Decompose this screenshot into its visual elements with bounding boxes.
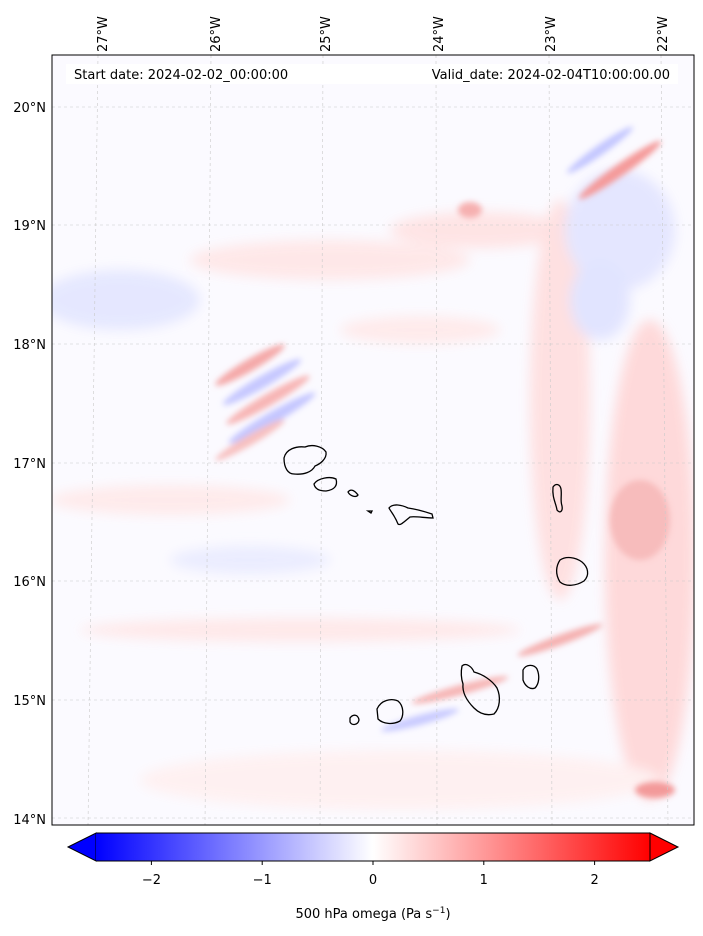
colorbar-extend-min [66, 832, 97, 862]
lat-tick-label: 14°N [13, 813, 46, 828]
lat-tick-label: 16°N [13, 575, 46, 590]
colorbar-tick-label: 0 [369, 873, 377, 888]
colorbar-extend-max [649, 832, 680, 862]
map-background [52, 55, 694, 825]
valid-date-label: Valid_date: 2024-02-04T10:00:00.00 [432, 68, 670, 83]
colorbar-tick-label: 1 [480, 873, 488, 888]
island-raso [365, 510, 374, 514]
island-santiago [460, 663, 501, 716]
lat-tick-label: 18°N [13, 338, 46, 353]
lon-tick-labels: 27°W 26°W 25°W 24°W 23°W 22°W [96, 16, 671, 52]
island-sao-nicolau [388, 504, 434, 526]
header-box [66, 64, 678, 84]
lat-tick-label: 20°N [13, 101, 46, 116]
lon-tick-label: 22°W [656, 16, 671, 52]
start-date-label: Start date: 2024-02-02_00:00:00 [74, 68, 288, 83]
colorbar-tick-label: −1 [253, 873, 272, 888]
colorbar-ticks: −2 −1 0 1 2 [142, 861, 599, 888]
island-santo-antao [283, 445, 327, 475]
lon-tick-label: 25°W [319, 16, 334, 52]
omega-field [52, 126, 694, 810]
colorbar: −2 −1 0 1 2 500 hPa omega (Pa s−1) [66, 832, 680, 922]
island-fogo [376, 699, 404, 725]
lat-tick-label: 17°N [13, 457, 46, 472]
map-frame [51, 54, 695, 826]
colorbar-label-close: ) [445, 907, 450, 922]
colorbar-gradient [96, 833, 650, 861]
lat-tick-labels: 20°N 19°N 18°N 17°N 16°N 15°N 14°N [13, 101, 46, 828]
lon-tick-label: 27°W [96, 16, 111, 52]
island-boa-vista [555, 556, 589, 586]
island-maio [522, 664, 540, 690]
island-sal [552, 483, 563, 513]
lon-tick-label: 24°W [432, 16, 447, 52]
lat-tick-label: 15°N [13, 694, 46, 709]
colorbar-label: 500 hPa omega (Pa s−1) [295, 906, 450, 922]
lat-tick-label: 19°N [13, 219, 46, 234]
lon-tick-label: 26°W [209, 16, 224, 52]
island-santa-luzia [347, 489, 359, 498]
island-sao-vicente [313, 477, 338, 492]
colorbar-label-exponent: −1 [432, 906, 445, 916]
colorbar-tick-label: −2 [142, 873, 161, 888]
graticule [52, 55, 694, 825]
map-plot-area [51, 54, 695, 826]
island-brava [349, 714, 360, 726]
coastlines [283, 445, 589, 726]
colorbar-label-main: 500 hPa omega (Pa s [295, 907, 432, 922]
colorbar-tick-label: 2 [590, 873, 598, 888]
lon-tick-label: 23°W [544, 16, 559, 52]
